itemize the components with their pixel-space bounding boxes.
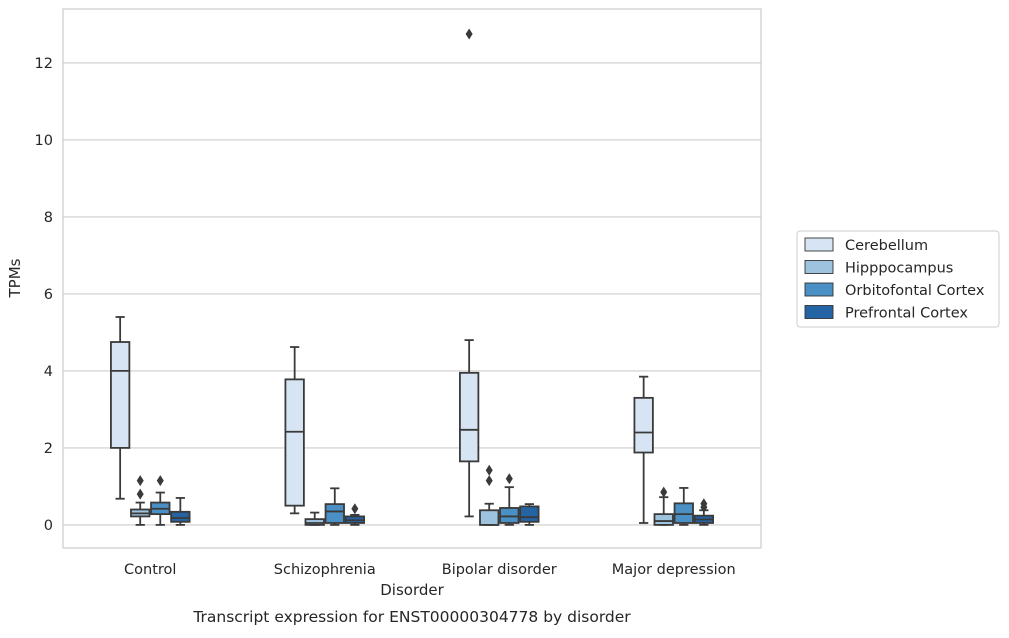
y-tick-label-2: 2: [44, 441, 53, 457]
outlier-point: [485, 464, 493, 476]
y-tick-label-8: 8: [44, 210, 53, 226]
y-axis-label: TPMs: [6, 258, 24, 298]
box-body: [324, 503, 345, 524]
box-1-2: [284, 346, 305, 515]
x-axis-label: Disorder: [380, 581, 444, 599]
box-4-4: [693, 498, 714, 526]
x-tick-label-4: Major depression: [612, 562, 736, 578]
box-body: [304, 518, 325, 526]
grid-lines: [63, 62, 761, 526]
legend-label-3: Orbitofontal Cortex: [845, 283, 985, 299]
outlier-point: [156, 475, 164, 487]
box-4-1: [170, 497, 191, 526]
box-series-layer: [110, 28, 714, 526]
x-axis-ticks: Control Schizophrenia Bipolar disorder Majo…: [124, 562, 736, 578]
box-2-1: [130, 475, 151, 526]
legend-swatch-3: [804, 282, 834, 297]
plot-area-frame: [62, 8, 762, 549]
series-1: [110, 28, 654, 524]
legend-swatch-2: [804, 260, 834, 274]
y-tick-label-6: 6: [44, 287, 53, 303]
legend-swatch-4: [804, 305, 834, 319]
box-4-3: [519, 503, 540, 526]
series-4: [170, 497, 714, 526]
chart-caption: Transcript expression for ENST0000030477…: [192, 608, 631, 626]
box-body: [673, 502, 694, 524]
box-1-4: [633, 375, 654, 524]
series-2: [130, 464, 674, 526]
outlier-point: [136, 488, 144, 500]
y-tick-label-10: 10: [35, 133, 53, 149]
x-tick-label-2: Schizophrenia: [274, 562, 376, 578]
box-body: [633, 396, 654, 454]
box-2-3: [479, 464, 500, 526]
y-axis-ticks: 0 2 4 6 8 10 12: [35, 56, 53, 534]
box-body: [499, 507, 520, 524]
outlier-point: [660, 486, 668, 498]
legend: Cerebellum Hipppocampus Orbitofontal Corte…: [796, 230, 1000, 328]
box-body: [519, 505, 540, 523]
legend-label-2: Hipppocampus: [845, 261, 953, 277]
box-body: [459, 371, 480, 463]
box-2-2: [304, 511, 325, 526]
box-body: [110, 341, 131, 449]
series-3: [150, 473, 694, 526]
outlier-point: [351, 503, 359, 515]
box-body: [479, 509, 500, 526]
box-3-3: [499, 473, 520, 526]
legend-swatch-1: [804, 237, 834, 252]
box-3-4: [673, 487, 694, 526]
legend-label-4: Prefrontal Cortex: [845, 306, 968, 322]
outlier-point: [505, 473, 513, 485]
x-tick-label-3: Bipolar disorder: [442, 562, 557, 578]
y-tick-label-0: 0: [44, 518, 53, 534]
box-1-1: [110, 316, 131, 500]
box-body: [653, 513, 674, 526]
box-4-2: [344, 503, 365, 526]
box-3-2: [324, 487, 345, 526]
legend-frame: [796, 230, 1000, 328]
box-2-4: [653, 486, 674, 526]
outlier-point: [465, 28, 473, 40]
outlier-point: [485, 475, 493, 487]
legend-label-1: Cerebellum: [845, 238, 928, 254]
box-3-1: [150, 475, 171, 526]
y-tick-label-12: 12: [35, 56, 53, 72]
box-body: [170, 510, 191, 523]
outlier-point: [136, 475, 144, 487]
box-body: [284, 378, 305, 507]
y-tick-label-4: 4: [44, 364, 53, 380]
outlier-point: [700, 498, 708, 510]
x-tick-label-1: Control: [124, 562, 176, 578]
box-1-3: [459, 28, 480, 518]
